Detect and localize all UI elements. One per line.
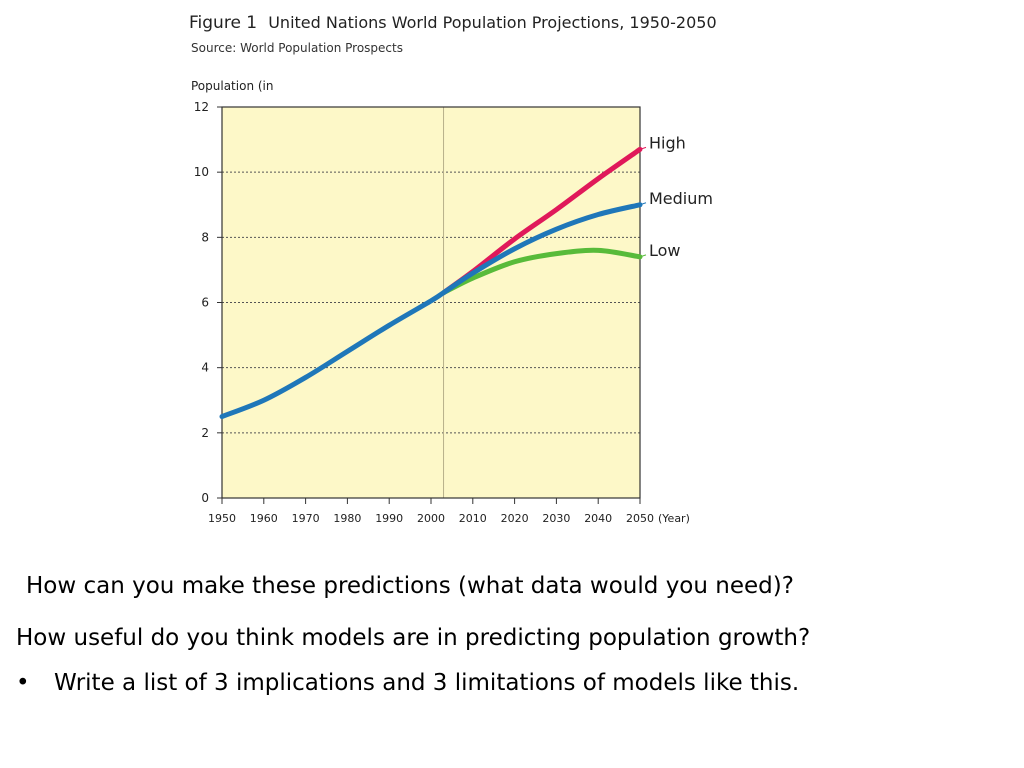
- series-line-medium: [219, 202, 643, 420]
- x-axis-unit: (Year): [658, 512, 690, 525]
- x-tick-label: 2000: [417, 512, 445, 525]
- question-predictions: How can you make these predictions (what…: [26, 573, 794, 599]
- x-tick-label: 1990: [375, 512, 403, 525]
- series-line-low: [441, 247, 643, 296]
- series-leader-high: [639, 146, 647, 150]
- y-tick-label: 0: [201, 491, 209, 505]
- series-leader-low: [639, 254, 647, 258]
- x-tick-label: 1980: [333, 512, 361, 525]
- x-tick-label: 2010: [459, 512, 487, 525]
- series-label-medium: Medium: [649, 189, 713, 208]
- x-tick-label: 2020: [501, 512, 529, 525]
- figure-label: Figure 1: [189, 13, 258, 33]
- figure-title-text: United Nations World Population Projecti…: [268, 13, 717, 32]
- bullet-icon: •: [16, 670, 30, 696]
- x-tick-label: 1960: [250, 512, 278, 525]
- y-tick-label: 6: [201, 296, 209, 310]
- series-leader-medium: [639, 202, 647, 206]
- task-list-item: • Write a list of 3 implications and 3 li…: [16, 670, 799, 696]
- y-axis-label: Population (in: [191, 79, 273, 93]
- task-text: Write a list of 3 implications and 3 lim…: [54, 670, 800, 696]
- x-tick-label: 1950: [208, 512, 236, 525]
- y-tick-label: 2: [201, 426, 209, 440]
- figure-title: Figure 1 United Nations World Population…: [189, 13, 717, 33]
- y-tick-label: 4: [201, 361, 209, 375]
- question-usefulness: How useful do you think models are in pr…: [16, 625, 811, 651]
- x-tick-label: 2040: [584, 512, 612, 525]
- figure-source: Source: World Population Prospects: [191, 41, 403, 55]
- series-label-high: High: [649, 133, 686, 152]
- y-tick-label: 12: [194, 100, 209, 114]
- population-chart: 0 2 4 6 8 10 12 1950 1960 1970 1980 1990 2000 2010 202…: [191, 79, 713, 525]
- x-tick-label: 2030: [542, 512, 570, 525]
- x-tick-label: 2050: [626, 512, 654, 525]
- x-tick-label: 1970: [292, 512, 320, 525]
- series-label-low: Low: [649, 241, 681, 260]
- y-tick-label: 8: [201, 230, 209, 244]
- y-tick-label: 10: [194, 165, 209, 179]
